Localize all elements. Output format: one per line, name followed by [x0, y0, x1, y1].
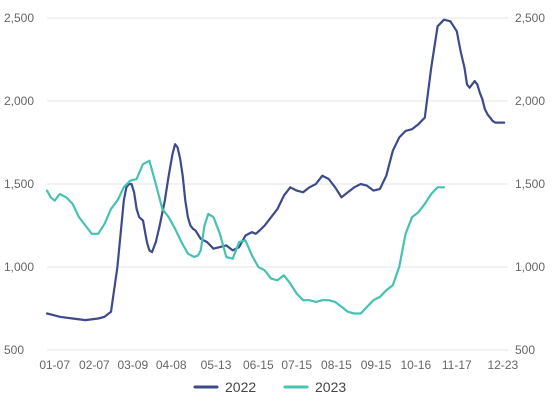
x-tick-label: 06-15: [243, 358, 274, 372]
x-tick-label: 01-07: [39, 358, 70, 372]
y-tick-label-right: 1,000: [515, 260, 545, 274]
legend-label-2023: 2023: [315, 379, 346, 395]
y-tick-label-right: 2,500: [515, 11, 545, 25]
x-tick-label: 09-15: [361, 358, 392, 372]
y-axis-left: 500 1,000 1,500 2,000 2,500: [4, 11, 34, 357]
y-tick-label-left: 2,000: [4, 94, 34, 108]
y-tick-label-right: 500: [515, 343, 535, 357]
x-tick-label: 04-08: [156, 358, 187, 372]
series-line-2023: [45, 159, 446, 315]
x-tick-label: 03-09: [117, 358, 148, 372]
legend: 2022 2023: [193, 379, 346, 395]
legend-label-2022: 2022: [225, 379, 256, 395]
x-tick-label: 12-23: [488, 358, 519, 372]
x-tick-label: 07-15: [281, 358, 312, 372]
y-tick-label-left: 1,500: [4, 177, 34, 191]
x-tick-label: 02-07: [79, 358, 110, 372]
x-tick-label: 08-15: [321, 358, 352, 372]
y-axis-right: 500 1,000 1,500 2,000 2,500: [515, 11, 545, 357]
x-tick-label: 11-17: [442, 358, 472, 372]
series-line-2022: [45, 18, 506, 322]
y-tick-label-left: 1,000: [4, 260, 34, 274]
x-tick-label: 05-13: [201, 358, 232, 372]
gridlines: [47, 17, 508, 351]
y-tick-label-right: 2,000: [515, 94, 545, 108]
x-tick-label: 10-16: [400, 358, 431, 372]
y-tick-label-right: 1,500: [515, 177, 545, 191]
series-lines: [45, 18, 506, 322]
y-tick-label-left: 500: [4, 343, 24, 357]
x-axis: 01-07 02-07 03-09 04-08 05-13 06-15 07-15 08-15…: [39, 358, 518, 372]
y-tick-label-left: 2,500: [4, 11, 34, 25]
